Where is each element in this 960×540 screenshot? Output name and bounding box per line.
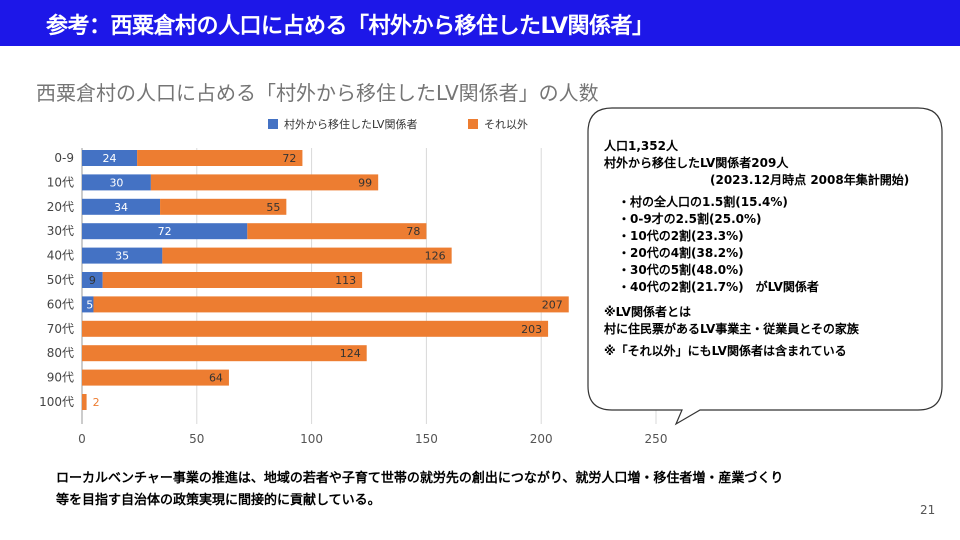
callout-definition-body: 村に住民票があるLV事業主・従業員とその家族 [604,322,859,336]
slide-title: 参考：西粟倉村の人口に占める「村外から移住したLV関係者」 [46,14,654,39]
bar-other-segment [82,394,87,410]
x-tick-label: 200 [530,432,553,446]
bar-lv-segment [82,223,248,240]
category-label: 50代 [47,273,74,287]
callout-shape [587,107,943,426]
bar-other-segment [160,198,287,215]
bar-other-segment [150,174,379,191]
callout-item: ・0-9才の2.5割(25.0%) [618,212,762,226]
x-tick-label: 100 [300,432,323,446]
bar-other-segment [82,369,229,386]
x-tick-label: 50 [189,432,204,446]
legend-swatch [268,119,278,129]
x-axis-ticks: 0 50 100 150 200 250 [78,432,667,446]
callout-bubble [587,107,943,426]
bar-other-value-label: 126 [425,250,446,263]
chart-bars: 2472309934557278351269113520702030124642 [82,150,569,410]
bar-other-value-label: 99 [358,176,372,189]
header-bar: 参考：西粟倉村の人口に占める「村外から移住したLV関係者」 [0,0,960,46]
category-label: 90代 [47,371,74,385]
category-label: 60代 [47,297,74,311]
bar-other-value-label: 203 [521,323,542,336]
callout-population: 人口1,352人 [604,139,678,153]
x-tick-label: 250 [645,432,668,446]
bar-lv-value-label: 34 [114,201,128,214]
category-label: 100代 [39,395,74,409]
legend-label: それ以外 [484,118,528,131]
bar-other-value-label: 78 [406,225,420,238]
callout-text: 人口1,352人 村外から移住したLV関係者209人 (2023.12月時点 2… [604,138,934,360]
bar-lv-value-label: 9 [89,274,96,287]
bar-other-segment [82,345,367,362]
bar-other-value-label: 207 [542,298,563,311]
bar-other-segment [162,247,452,264]
footer-text: ローカルベンチャー事業の推進は、地域の若者や子育て世帯の就労先の創出につながり、… [56,468,916,512]
bar-lv-segment [82,174,151,191]
category-label: 0-9 [54,151,74,165]
callout-item: ・20代の4割(38.2%) [618,246,744,260]
callout-note: ※「それ以外」にもLV関係者は含まれている [604,344,847,358]
category-label: 80代 [47,346,74,360]
x-tick-label: 0 [78,432,86,446]
callout-as-of: (2023.12月時点 2008年集計開始) [710,173,910,187]
category-label: 10代 [47,175,74,189]
category-label: 70代 [47,322,74,336]
bar-other-segment [102,272,363,288]
bar-lv-value-label: 72 [158,225,172,238]
legend-label: 村外から移住したLV関係者 [284,117,417,131]
bar-other-value-label: 2 [93,396,100,409]
bar-lv-segment [82,198,161,215]
bar-lv-segment [82,296,94,313]
bar-other-segment [137,150,303,166]
page-number: 21 [920,503,936,517]
chart-legend: 村外から移住したLV関係者 それ以外 [268,117,528,131]
bar-lv-segment [82,150,138,166]
bar-lv-value-label: 5 [86,298,93,311]
bar-other-segment [247,223,427,240]
bar-lv-segment [82,247,163,264]
bar-other-value-label: 72 [282,152,296,165]
chart-title: 西粟倉村の人口に占める「村外から移住したLV関係者」の人数 [36,81,599,105]
legend-swatch [468,119,478,129]
bar-other-value-label: 124 [340,347,361,360]
bar-lv-value-label: 30 [109,176,123,189]
callout-item: ・10代の2割(23.3%) [618,229,744,243]
footer-line-1: ローカルベンチャー事業の推進は、地域の若者や子育て世帯の就労先の創出につながり、… [56,471,784,486]
bar-lv-value-label: 24 [103,152,117,165]
x-tick-label: 150 [415,432,438,446]
bar-other-segment [93,296,569,313]
footer-line-2: 等を目指す自治体の政策実現に間接的に貢献している。 [56,493,381,508]
callout-item: ・村の全人口の1.5割(15.4%) [618,195,788,209]
category-label: 30代 [47,224,74,238]
callout-item: ・30代の5割(48.0%) [618,263,744,277]
bar-lv-value-label: 35 [115,250,129,263]
callout-item: ・40代の2割(21.7%) がLV関係者 [618,280,819,294]
bar-other-value-label: 64 [209,372,223,385]
category-label: 40代 [47,249,74,263]
bar-other-value-label: 55 [266,201,280,214]
bar-other-segment [82,320,549,337]
category-label: 20代 [47,200,74,214]
bar-other-value-label: 113 [335,274,356,287]
y-axis-labels: 0-9 10代 20代 30代 40代 50代 60代 70代 80代 90代 100代 [39,151,74,409]
callout-lv-count: 村外から移住したLV関係者209人 [604,156,789,170]
bar-lv-segment [82,272,103,288]
callout-definition-heading: ※LV関係者とは [604,305,691,319]
